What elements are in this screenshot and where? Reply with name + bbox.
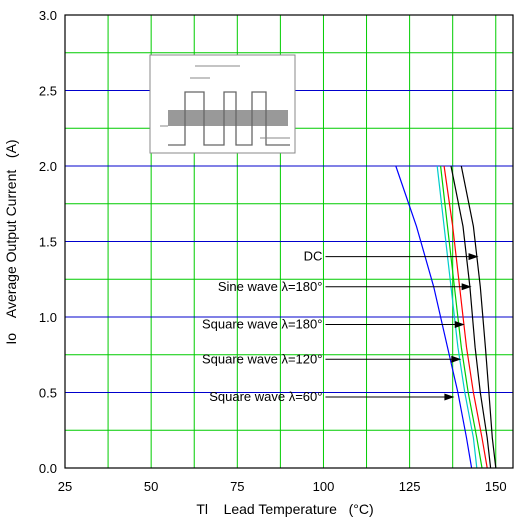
y-tick-label: 0.0	[39, 461, 57, 476]
y-tick-label: 2.5	[39, 84, 57, 99]
annotation-label: DC	[304, 249, 323, 264]
curve-5	[450, 165, 492, 469]
curves	[395, 165, 497, 469]
y-tick-label: 0.5	[39, 386, 57, 401]
x-tick-label: 75	[230, 479, 244, 494]
curve-4	[443, 165, 488, 469]
annotation-arrowhead	[454, 321, 465, 329]
x-tick-label: 25	[58, 479, 72, 494]
annotation-label: Sine wave λ=180°	[218, 279, 323, 294]
y-tick-label: 1.0	[39, 310, 57, 325]
inset-frame	[149, 54, 296, 154]
curve-2	[436, 165, 478, 469]
x-axis-title: Tl Lead Temperature (°C)	[196, 501, 373, 517]
y-tick-label: 1.5	[39, 235, 57, 250]
y-axis-title: Io Average Output Current (A)	[3, 139, 19, 344]
inset-band	[168, 110, 288, 126]
annotation-label: Square wave λ=60°	[209, 389, 322, 404]
x-tick-label: 150	[485, 479, 507, 494]
curve-1	[395, 165, 473, 469]
annotation-arrowhead	[444, 393, 455, 401]
y-tick-label: 3.0	[39, 8, 57, 23]
x-tick-label: 100	[313, 479, 335, 494]
x-tick-label: 50	[144, 479, 158, 494]
inset-pulse-train	[168, 91, 290, 146]
y-tick-label: 2.0	[39, 159, 57, 174]
x-tick-labels: 25 50 75 100 125 150	[58, 479, 507, 494]
annotations: DC Sine wave λ=180° Square wave λ=180° Squa…	[202, 249, 479, 404]
annotation-label: Square wave λ=180°	[202, 317, 322, 332]
annotation-arrowhead	[451, 355, 462, 363]
y-tick-labels: 0.0 0.5 1.0 1.5 2.0 2.5 3.0	[39, 8, 57, 476]
curve-3	[440, 165, 483, 469]
annotation-arrowhead	[461, 283, 472, 291]
annotation-arrowhead	[468, 253, 479, 261]
curve-6	[460, 165, 497, 469]
x-tick-label: 125	[399, 479, 421, 494]
plot-frame	[64, 14, 514, 469]
waveform-inset	[149, 54, 296, 154]
annotation-label: Square wave λ=120°	[202, 351, 322, 366]
